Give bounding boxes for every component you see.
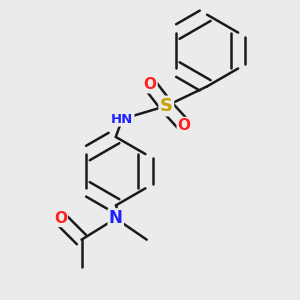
Text: O: O — [178, 118, 191, 133]
Text: O: O — [143, 77, 157, 92]
Text: HN: HN — [111, 112, 134, 125]
Text: O: O — [54, 211, 67, 226]
Text: S: S — [160, 97, 173, 115]
Text: N: N — [109, 209, 123, 227]
